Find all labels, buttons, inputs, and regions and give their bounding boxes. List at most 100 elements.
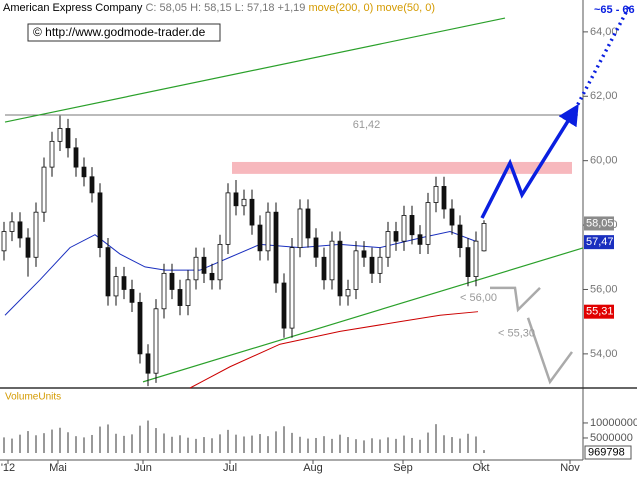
volume-bar [275,431,277,453]
candle-body [225,192,231,245]
moving-average [189,311,479,389]
candle-body [305,208,311,239]
candle-body [137,301,143,355]
volume-bar [115,433,117,453]
y-tick-label: 56,00 [590,283,618,295]
x-tick-label: Nov [560,462,580,474]
target-path [490,286,541,313]
projection-label: ~65 - 66 [594,4,635,16]
candle-body [177,289,183,306]
volume-bar [323,436,325,453]
candle-body [201,256,207,274]
volume-bar [243,436,245,453]
price-label-box [584,235,614,250]
volume-bar [291,432,293,453]
volume-bar [483,450,485,453]
candle-body [17,221,23,239]
candle-body [81,166,87,178]
candle-body [241,198,247,207]
volume-bar [227,429,229,453]
channel-line [4,17,506,123]
volume-bar [347,437,349,453]
x-tick-label: Sep [393,462,413,474]
candle-body [393,231,399,242]
candle-body [169,272,175,290]
volume-bar [179,435,181,453]
volume-bar [35,435,37,453]
moving-average [4,230,479,316]
candle-body [185,279,191,306]
candle-body [337,240,343,297]
volume-bar [283,426,285,453]
volume-bar [171,436,173,453]
candle-body [41,166,47,213]
candle-body [161,272,167,310]
volume-bar [467,433,469,453]
candle-body [289,247,295,329]
candle-body [481,223,487,252]
y-tick-label: 62,00 [590,90,618,102]
volume-bar [131,434,133,453]
legend-entry: move(50, 0) [376,2,435,14]
candle-body [49,140,55,168]
candle-body [369,256,375,274]
volume-bar [107,424,109,453]
candle-body [457,224,463,249]
price-label-box [584,216,614,231]
volume-bar [67,432,69,453]
candle-body [209,272,215,281]
candle-body [89,176,95,194]
candle-body [217,243,223,281]
volume-bar [99,426,101,453]
candle-body [465,247,471,277]
candle-body [9,221,15,232]
candle-body [353,250,359,290]
candle-body [377,256,383,274]
volume-bar [443,435,445,453]
volume-bar [51,429,53,453]
volume-bar [459,438,461,453]
y-tick-label: 60,00 [590,155,618,167]
volume-bar [187,437,189,453]
source: © http://www.godmode-trader.de [33,25,206,39]
candle-body [73,147,79,168]
volume-bar [371,438,373,453]
candle-body [233,192,239,207]
volume-bar [59,427,61,453]
candle-body [409,215,415,236]
volume-bar [435,424,437,453]
candle-body [65,128,71,149]
last-volume-label: 969798 [588,446,625,458]
volume-bar [307,438,309,453]
volume-bar [211,438,213,453]
candle-body [385,231,391,258]
candle-body [417,234,423,245]
volume-bar [403,435,405,453]
projection-dotted [573,4,632,111]
volume-bar [91,434,93,453]
volume-title: VolumeUnits [5,392,61,403]
source-box [27,23,221,42]
volume-bar [419,439,421,453]
header: American Express Company C: 58,05 H: 58,… [3,2,435,14]
price-label: 57,47 [586,236,614,248]
volume-bar [331,438,333,453]
target-label: < 55,30 [498,328,535,340]
volume-bar [363,440,365,453]
candle-body [257,224,263,252]
volume-bar [299,436,301,453]
candle-body [121,276,127,290]
candle-body [441,186,447,210]
x-tick-label: Jun [134,462,152,474]
channel-line [142,247,584,383]
candle-body [113,276,119,297]
chart-title: American Express Company [3,2,143,14]
candle-body [153,308,159,374]
candle-body [473,240,479,277]
candle-body [321,256,327,281]
volume-bar [315,437,317,453]
candle-body [297,208,303,249]
candle-body [345,289,351,297]
target-label: < 56,00 [460,292,497,304]
